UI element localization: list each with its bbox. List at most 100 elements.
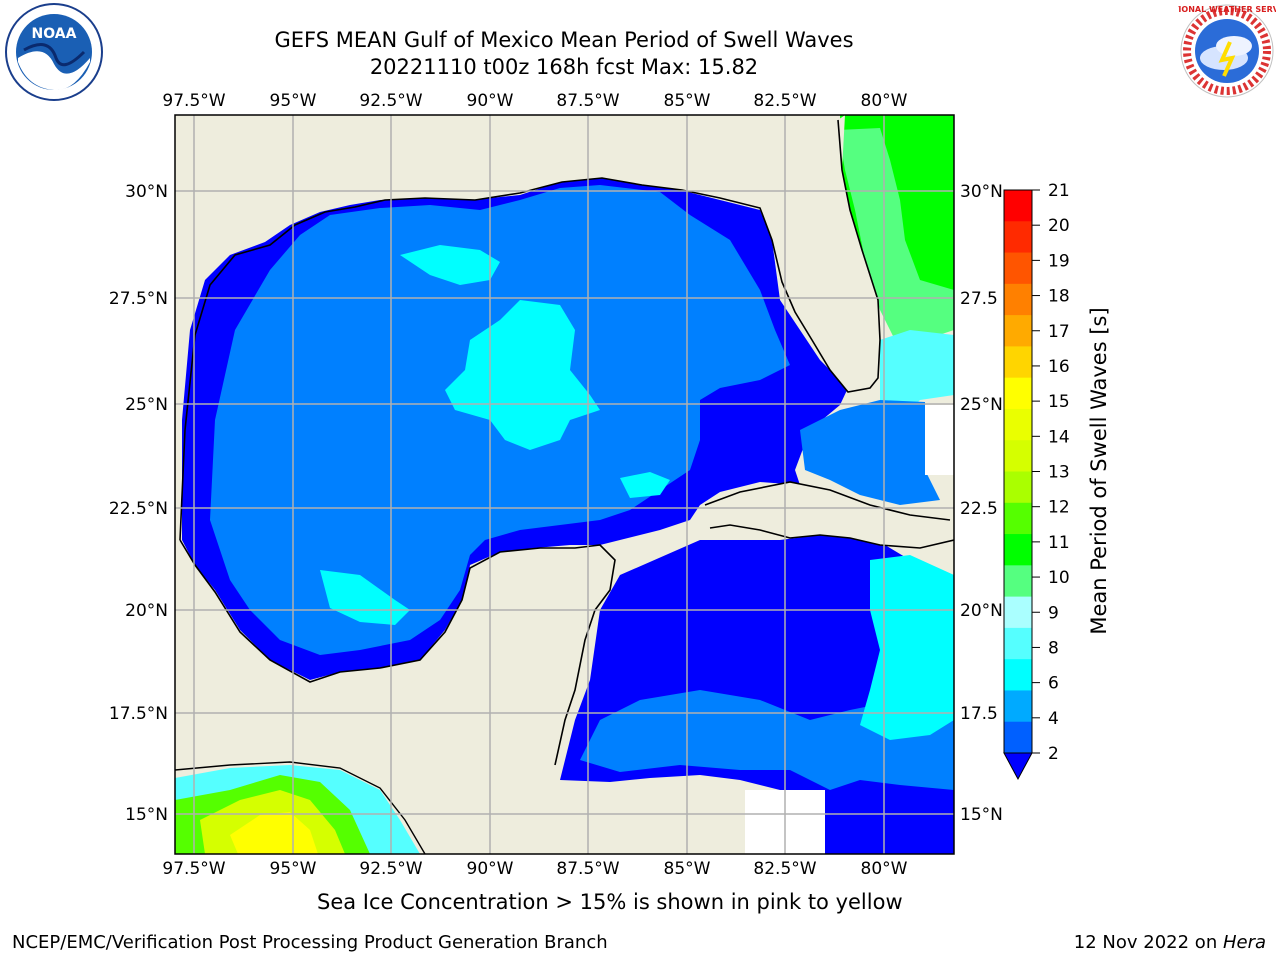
lat-label-left: 15°N — [125, 805, 168, 825]
lat-label-left: 25°N — [125, 395, 168, 415]
straits-blue — [800, 400, 940, 505]
nws-logo-text: NATIONAL WEATHER SERVICE — [1178, 5, 1276, 14]
caribbean-blue-field — [580, 690, 954, 790]
atlantic-lightgreen — [838, 128, 954, 340]
lon-label-top: 80°W — [861, 91, 908, 111]
lon-label-bottom: 80°W — [861, 859, 908, 879]
colorbar-tick-label: 20 — [1048, 216, 1070, 236]
coastline-gulf — [179, 119, 881, 541]
colorbar-tick-label: 12 — [1048, 498, 1070, 518]
lon-label-top: 90°W — [467, 91, 514, 111]
coastline-cuba — [704, 481, 954, 549]
colorbar-tick-label: 10 — [1048, 568, 1070, 588]
lon-label-top: 82.5°W — [753, 91, 816, 111]
map-frame — [174, 114, 955, 855]
colorbar-swatch — [1004, 408, 1032, 441]
pacific-yellow-core — [230, 812, 318, 854]
colorbar-swatch — [1004, 190, 1032, 222]
swell-field-cyan-bay — [320, 570, 410, 625]
lon-label-top: 95°W — [270, 91, 317, 111]
colorbar-swatch — [1004, 659, 1032, 691]
colorbar-tick-label: 16 — [1048, 357, 1070, 377]
colorbar-swatch — [1004, 721, 1032, 754]
colorbar-swatch — [1004, 596, 1032, 629]
no-data-patch — [925, 405, 954, 475]
lon-label-top: 92.5°W — [359, 91, 422, 111]
colorbar-tick-label: 11 — [1048, 533, 1070, 553]
lat-label-left: 20°N — [125, 601, 168, 621]
colorbar-swatch — [1004, 690, 1032, 723]
colorbar-swatch — [1004, 440, 1032, 472]
chart-subtitle: 20221110 t00z 168h fcst Max: 15.82 — [369, 55, 759, 79]
atlantic-cyan — [880, 330, 954, 420]
lat-label-right: 22.5 — [960, 499, 998, 519]
colorbar-tick-label: 14 — [1048, 427, 1070, 447]
lat-label-left: 17.5°N — [109, 704, 168, 724]
lon-label-bottom: 95°W — [270, 859, 317, 879]
colorbar-tick-label: 2 — [1048, 744, 1059, 764]
colorbar-swatch — [1004, 346, 1032, 379]
chart-title: GEFS MEAN Gulf of Mexico Mean Period of … — [274, 28, 854, 52]
lon-label-bottom: 90°W — [467, 859, 514, 879]
lat-label-right: 20°N — [960, 601, 1003, 621]
colorbar-tick-label: 18 — [1048, 287, 1070, 307]
colorbar-swatch — [1004, 502, 1032, 535]
colorbar-tick-label: 15 — [1048, 392, 1070, 412]
colorbar-swatch — [1004, 627, 1032, 660]
colorbar-swatch — [1004, 221, 1032, 254]
lat-label-right: 30°N — [960, 182, 1003, 202]
lat-label-right: 15°N — [960, 805, 1003, 825]
lon-label-top: 87.5°W — [556, 91, 619, 111]
lat-label-left: 22.5°N — [109, 499, 168, 519]
colorbar-ticks: 21 20 19 18 17 16 15 14 13 12 11 10 9 8 6 4 2 — [1032, 181, 1070, 764]
colorbar-tick-label: 21 — [1048, 181, 1070, 201]
footer-date: 12 Nov 2022 on Hera — [1074, 932, 1266, 953]
colorbar-tick-label: 8 — [1048, 638, 1059, 658]
footer-branch: NCEP/EMC/Verification Post Processing Pr… — [12, 932, 608, 953]
lat-label-right: 25°N — [960, 395, 1003, 415]
lat-label-right: 27.5 — [960, 289, 998, 309]
colorbar — [1003, 189, 1033, 781]
lon-label-top: 97.5°W — [162, 91, 225, 111]
coastline-mexico — [179, 539, 616, 766]
noaa-logo: NOAA — [5, 3, 103, 101]
colorbar-tick-label: 4 — [1048, 709, 1059, 729]
swell-field-cyan-central — [445, 300, 600, 450]
yucatan-peninsula — [380, 545, 615, 790]
colorbar-tick-label: 13 — [1048, 463, 1070, 483]
lat-label-left: 30°N — [125, 182, 168, 202]
footer-host: Hera — [1222, 932, 1266, 953]
lon-label-bottom: 87.5°W — [556, 859, 619, 879]
swell-field-cyan-small — [620, 472, 670, 498]
lon-label-bottom: 92.5°W — [359, 859, 422, 879]
footer-date-text: 12 Nov 2022 on — [1073, 932, 1223, 953]
colorbar-tick-label: 19 — [1048, 251, 1070, 271]
colorbar-swatch — [1004, 565, 1032, 598]
noaa-logo-text: NOAA — [32, 26, 77, 42]
lon-label-top: 85°W — [664, 91, 711, 111]
florida — [760, 115, 880, 392]
swell-field-cyan-north — [400, 245, 500, 285]
colorbar-swatch — [1004, 283, 1032, 316]
colorbar-label: Mean Period of Swell Waves [s] — [1087, 307, 1111, 634]
lat-label-right: 17.5 — [960, 704, 998, 724]
lat-label-left: 27.5°N — [109, 289, 168, 309]
colorbar-tick-label: 17 — [1048, 322, 1070, 342]
sea-ice-note: Sea Ice Concentration > 15% is shown in … — [317, 890, 903, 914]
colorbar-tick-label: 6 — [1048, 674, 1059, 694]
lon-label-bottom: 97.5°W — [162, 859, 225, 879]
lon-label-bottom: 82.5°W — [753, 859, 816, 879]
colorbar-tick-label: 9 — [1048, 603, 1059, 623]
coastline-pacific — [175, 761, 426, 854]
gridlines — [175, 115, 954, 854]
nws-logo: NATIONAL WEATHER SERVICE — [1178, 4, 1276, 98]
colorbar-extend-arrow — [1003, 752, 1033, 781]
colorbar-swatch — [1004, 471, 1032, 504]
colorbar-swatch — [1004, 252, 1032, 285]
colorbar-swatch — [1004, 315, 1032, 347]
colorbar-swatch — [1004, 534, 1032, 566]
lon-label-bottom: 85°W — [664, 859, 711, 879]
colorbar-swatch — [1004, 377, 1032, 410]
